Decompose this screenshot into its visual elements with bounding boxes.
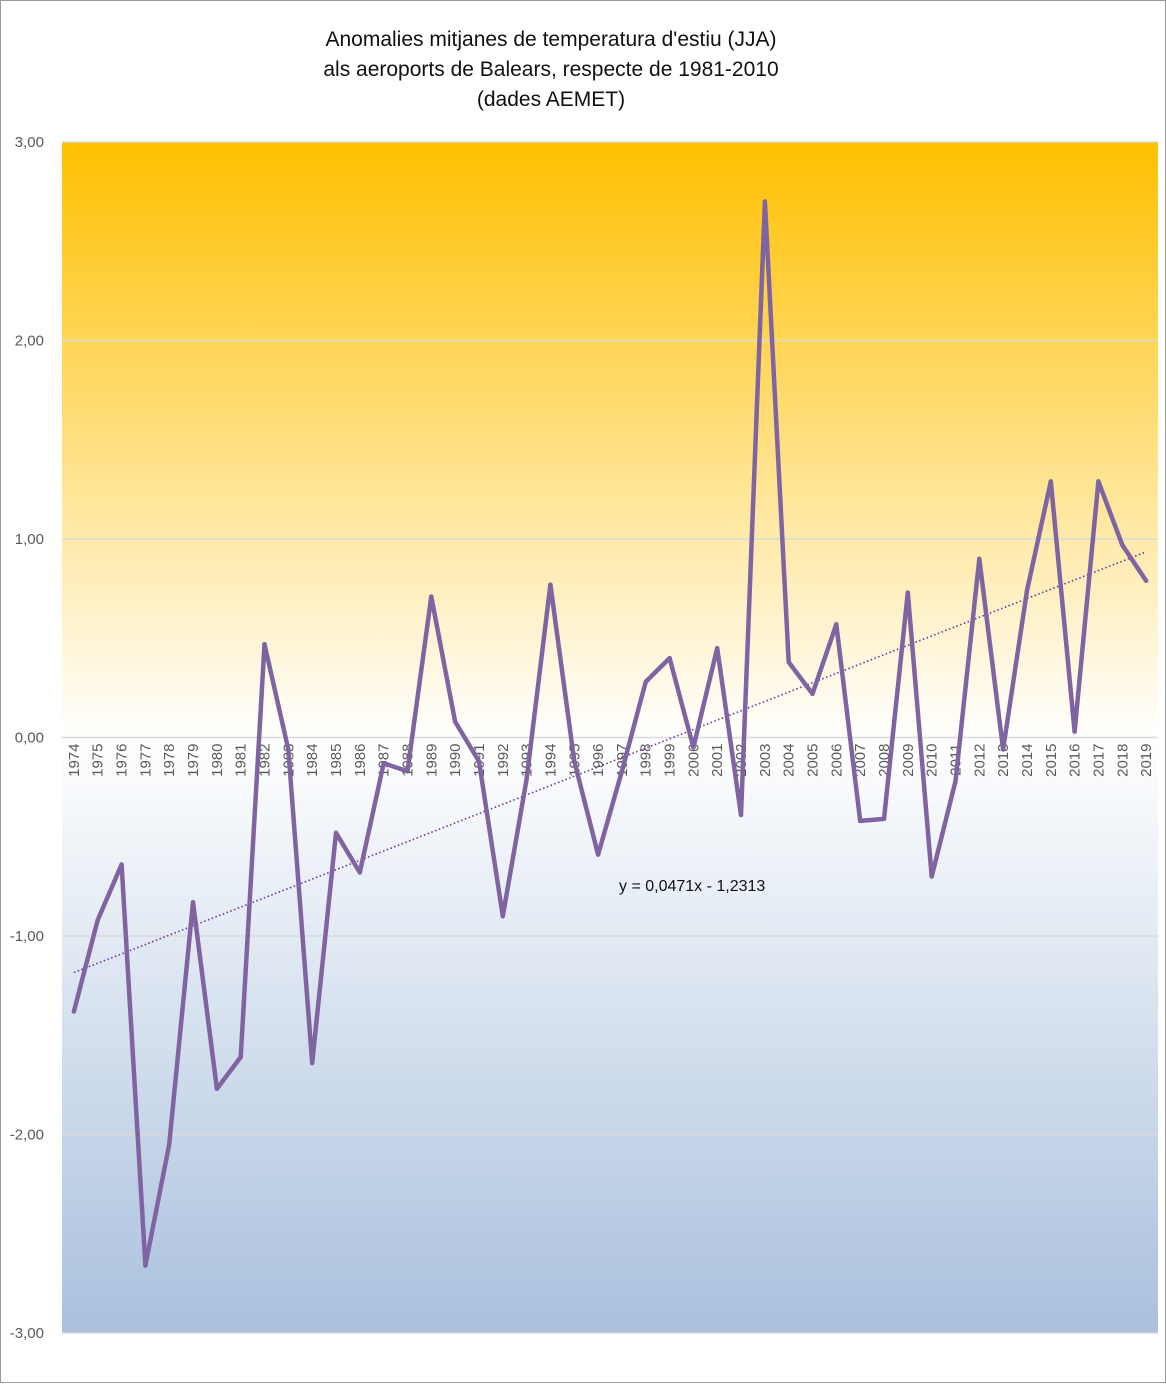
data-point <box>953 778 958 784</box>
data-point <box>1120 542 1125 548</box>
data-point <box>1072 729 1077 734</box>
data-point <box>71 1009 77 1014</box>
x-tick-label: 2006 <box>828 744 845 777</box>
data-point <box>619 769 625 774</box>
x-tick-label: 2000 <box>685 744 702 777</box>
x-tick-label: 1981 <box>233 744 250 777</box>
y-tick-label: 0,00 <box>15 730 44 747</box>
x-tick-label: 1982 <box>257 744 274 777</box>
x-tick-label: 1986 <box>352 744 369 777</box>
chart-title-line-3: (dades AEMET) <box>476 88 626 111</box>
trendline-equation: y = 0,0471x - 1,2313 <box>619 878 765 895</box>
data-point <box>190 900 196 905</box>
data-point <box>715 645 720 651</box>
data-point <box>572 759 577 764</box>
y-tick-label: -3,00 <box>10 1325 44 1342</box>
data-point <box>214 1086 220 1092</box>
x-tick-label: 1975 <box>90 744 107 777</box>
data-point <box>595 852 601 857</box>
x-tick-label: 1996 <box>590 744 607 777</box>
x-tick-label: 1987 <box>376 744 393 777</box>
data-point <box>95 917 100 923</box>
x-tick-label: 2015 <box>1043 744 1060 777</box>
data-point <box>452 719 458 724</box>
data-point <box>381 761 386 766</box>
x-tick-label: 1974 <box>66 744 83 777</box>
data-point <box>667 655 672 661</box>
data-point <box>834 622 839 627</box>
y-tick-label: -1,00 <box>10 928 44 945</box>
data-point <box>691 745 696 750</box>
x-tick-label: 2016 <box>1067 744 1084 777</box>
x-tick-label: 1984 <box>304 744 321 777</box>
x-tick-label: 2005 <box>805 744 822 777</box>
data-point <box>357 870 363 875</box>
data-point <box>1024 588 1030 593</box>
data-point <box>643 679 648 685</box>
x-tick-label: 1994 <box>542 744 559 777</box>
x-tick-label: 1980 <box>209 744 226 777</box>
chart-title-line-1: Anomalies mitjanes de temperatura d'esti… <box>325 28 777 51</box>
data-point <box>786 659 791 665</box>
data-point <box>857 818 863 824</box>
chart-title-line-2: als aeroports de Balears, respecte de 19… <box>323 58 779 81</box>
x-tick-label: 2017 <box>1090 744 1107 777</box>
x-tick-label: 2013 <box>995 744 1012 777</box>
x-tick-label: 2018 <box>1114 744 1131 777</box>
data-point <box>1143 578 1149 583</box>
data-point <box>1048 479 1053 484</box>
data-point <box>238 1054 243 1060</box>
x-tick-label: 1990 <box>447 744 464 777</box>
y-tick-label: 2,00 <box>15 333 44 350</box>
x-tick-label: 1999 <box>662 744 679 777</box>
x-tick-label: 2004 <box>781 744 798 777</box>
data-point <box>429 594 434 599</box>
x-tick-label: 2010 <box>924 744 941 777</box>
data-point <box>286 747 291 752</box>
x-tick-label: 1998 <box>638 744 655 777</box>
y-tick-label: -2,00 <box>10 1127 44 1144</box>
x-tick-label: 2009 <box>900 744 917 777</box>
x-tick-label: 2012 <box>971 744 988 777</box>
data-point <box>881 816 887 822</box>
data-point <box>262 642 267 647</box>
data-point <box>929 874 934 879</box>
data-point <box>405 769 410 774</box>
y-tick-label: 1,00 <box>15 531 44 548</box>
data-point <box>309 1060 315 1066</box>
data-point <box>977 556 982 562</box>
chart-title: Anomalies mitjanes de temperatura d'esti… <box>221 25 881 115</box>
data-point <box>738 812 744 818</box>
x-tick-label: 2007 <box>852 744 869 777</box>
x-tick-label: 2001 <box>709 744 726 777</box>
data-point <box>1096 479 1101 484</box>
x-tick-label: 1977 <box>137 744 154 777</box>
data-point <box>333 830 339 835</box>
data-point <box>1000 747 1006 752</box>
data-point <box>548 582 553 587</box>
data-point <box>143 1263 148 1268</box>
x-tick-label: 2014 <box>1019 744 1036 777</box>
data-point <box>500 913 505 919</box>
x-tick-label: 2019 <box>1138 744 1155 777</box>
data-point <box>167 1142 172 1147</box>
y-tick-label: 3,00 <box>15 134 44 151</box>
data-point <box>119 862 124 867</box>
x-tick-label: 1978 <box>161 744 178 777</box>
x-tick-label: 2003 <box>757 744 774 777</box>
series-line <box>71 199 1149 1268</box>
x-tick-label: 1979 <box>185 744 202 777</box>
x-tick-label: 1985 <box>328 744 345 777</box>
data-point <box>810 691 815 697</box>
x-tick-label: 1976 <box>114 744 131 777</box>
x-tick-label: 1989 <box>423 744 440 777</box>
data-point <box>905 590 911 595</box>
x-tick-label: 1992 <box>495 744 512 777</box>
data-point <box>762 199 768 204</box>
data-point <box>476 759 482 764</box>
data-point <box>524 776 529 782</box>
